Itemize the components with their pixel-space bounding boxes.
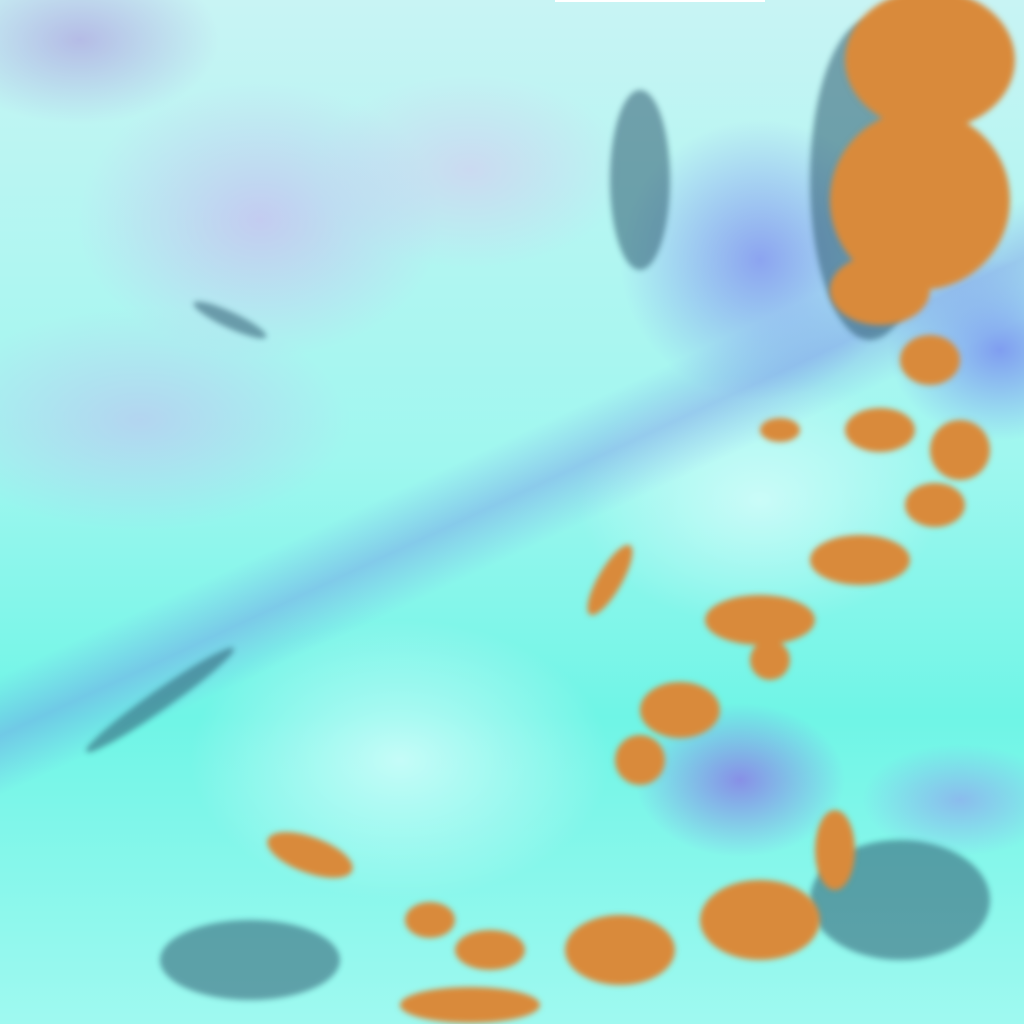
top-edge-strip — [555, 0, 765, 2]
orange-clouds — [267, 0, 1015, 1023]
